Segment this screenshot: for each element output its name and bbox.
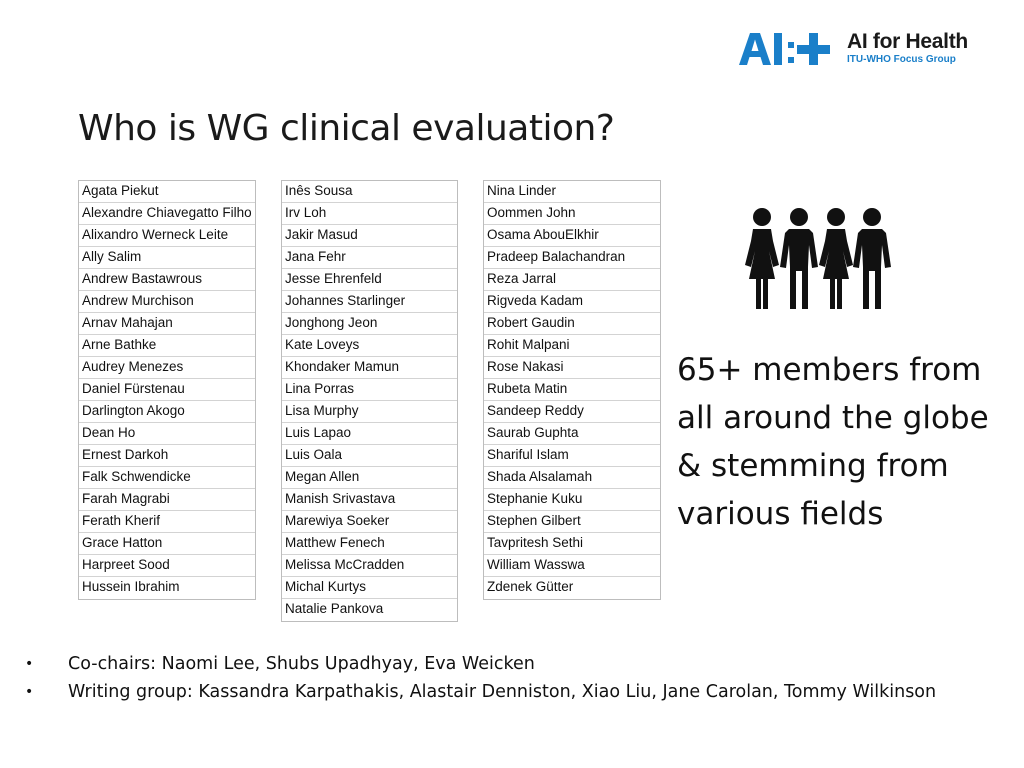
member-name-cell: Luis Lapao xyxy=(282,423,457,445)
members-column-3: Nina Linder Oommen John Osama AbouElkhir Pr… xyxy=(483,180,661,600)
member-name-cell: Nina Linder xyxy=(484,181,660,203)
member-name-cell: Tavpritesh Sethi xyxy=(484,533,660,555)
member-name-cell: Rohit Malpani xyxy=(484,335,660,357)
member-name-cell: Matthew Fenech xyxy=(282,533,457,555)
member-name-cell: Falk Schwendicke xyxy=(79,467,255,489)
member-name-cell: Alixandro Werneck Leite xyxy=(79,225,255,247)
member-name-cell: Luis Oala xyxy=(282,445,457,467)
member-name-cell: Robert Gaudin xyxy=(484,313,660,335)
member-name-cell: Andrew Bastawrous xyxy=(79,269,255,291)
member-name-cell: Saurab Guphta xyxy=(484,423,660,445)
member-name-cell: Irv Loh xyxy=(282,203,457,225)
member-name-cell: Andrew Murchison xyxy=(79,291,255,313)
member-name-cell: Hussein Ibrahim xyxy=(82,579,180,594)
member-name-cell: Michal Kurtys xyxy=(282,577,457,599)
member-name-cell: Oommen John xyxy=(484,203,660,225)
member-name-cell: Arne Bathke xyxy=(79,335,255,357)
member-name-cell: Osama AbouElkhir xyxy=(484,225,660,247)
member-name-cell: Daniel Fürstenau xyxy=(79,379,255,401)
logo-subtitle: ITU-WHO Focus Group xyxy=(847,54,956,65)
member-name-cell: Grace Hatton xyxy=(79,533,255,555)
member-name-cell: Rose Nakasi xyxy=(484,357,660,379)
member-name-cell: Shariful Islam xyxy=(484,445,660,467)
member-name-cell: Rigveda Kadam xyxy=(484,291,660,313)
group-of-four-people-icon xyxy=(745,208,891,309)
logo-wordmark: AI for Health ITU-WHO Focus Group xyxy=(847,30,968,66)
member-name-cell: Jakir Masud xyxy=(282,225,457,247)
bullet-text: Writing group: Kassandra Karpathakis, Al… xyxy=(68,682,937,702)
member-name-cell: Megan Allen xyxy=(282,467,457,489)
bullet-list: • Co-chairs: Naomi Lee, Shubs Upadhyay, … xyxy=(0,650,1024,706)
members-column-1: Agata Piekut Alexandre Chiavegatto Filho A… xyxy=(78,180,256,600)
member-name-cell: Zdenek Gütter xyxy=(487,579,574,594)
member-name-cell: Manish Srivastava xyxy=(282,489,457,511)
members-summary: 65+ members from all around the globe & … xyxy=(677,352,989,532)
member-name-cell: Farah Magrabi xyxy=(79,489,255,511)
member-name-cell: Natalie Pankova xyxy=(285,601,384,616)
member-name-cell: Sandeep Reddy xyxy=(484,401,660,423)
bullet-marker: • xyxy=(25,684,34,700)
member-name-cell: Darlington Akogo xyxy=(79,401,255,423)
member-name-cell: Rubeta Matin xyxy=(484,379,660,401)
bullet-text: Co-chairs: Naomi Lee, Shubs Upadhyay, Ev… xyxy=(68,654,535,674)
member-name-cell: Kate Loveys xyxy=(282,335,457,357)
member-name-cell: Jesse Ehrenfeld xyxy=(282,269,457,291)
member-name-cell: Agata Piekut xyxy=(79,181,255,203)
member-name-cell: Shada Alsalamah xyxy=(484,467,660,489)
member-name-cell: Reza Jarral xyxy=(484,269,660,291)
member-name-cell: Jonghong Jeon xyxy=(282,313,457,335)
member-name-cell: Harpreet Sood xyxy=(79,555,255,577)
bullet-marker: • xyxy=(25,656,34,672)
member-name-cell: Jana Fehr xyxy=(282,247,457,269)
bullet-co-chairs: • Co-chairs: Naomi Lee, Shubs Upadhyay, … xyxy=(0,650,1024,678)
bullet-writing-group: • Writing group: Kassandra Karpathakis, … xyxy=(0,678,1024,706)
member-name-cell: William Wasswa xyxy=(484,555,660,577)
ai-plus-logo-mark xyxy=(739,33,830,65)
member-name-cell: Ferath Kherif xyxy=(79,511,255,533)
member-name-cell: Khondaker Mamun xyxy=(282,357,457,379)
member-name-cell: Dean Ho xyxy=(79,423,255,445)
member-name-cell: Alexandre Chiavegatto Filho xyxy=(79,203,255,225)
members-column-2: Inês Sousa Irv Loh Jakir Masud Jana Fehr Jes… xyxy=(281,180,458,622)
member-name-cell: Johannes Starlinger xyxy=(282,291,457,313)
member-name-cell: Ally Salim xyxy=(79,247,255,269)
member-name-cell: Stephen Gilbert xyxy=(484,511,660,533)
member-name-cell: Ernest Darkoh xyxy=(79,445,255,467)
member-name-cell: Lina Porras xyxy=(282,379,457,401)
member-name-cell: Stephanie Kuku xyxy=(484,489,660,511)
member-name-cell: Audrey Menezes xyxy=(79,357,255,379)
member-name-cell: Inês Sousa xyxy=(282,181,457,203)
member-name-cell: Melissa McCradden xyxy=(282,555,457,577)
member-name-cell: Arnav Mahajan xyxy=(79,313,255,335)
member-name-cell: Lisa Murphy xyxy=(282,401,457,423)
member-name-cell: Pradeep Balachandran xyxy=(484,247,660,269)
logo-title: AI for Health xyxy=(847,30,968,53)
member-name-cell: Marewiya Soeker xyxy=(282,511,457,533)
ai-for-health-logo: AI for Health ITU-WHO Focus Group xyxy=(738,30,988,70)
slide-title: Who is WG clinical evaluation? xyxy=(78,108,615,149)
